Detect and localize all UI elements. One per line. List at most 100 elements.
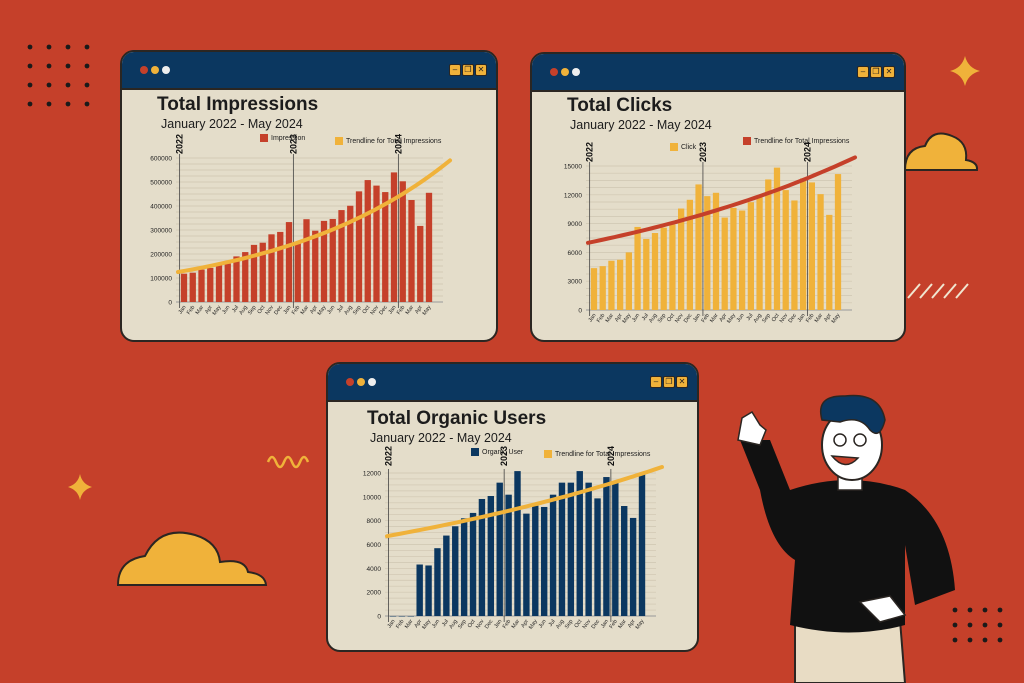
x-tick-label: Aug (648, 313, 659, 324)
bar-may (834, 174, 842, 310)
bar-apr (721, 217, 728, 310)
bar-may (215, 265, 223, 302)
x-tick-label: Apr (614, 313, 624, 324)
x-tick-label: Dec (273, 305, 284, 317)
maximize-dot-icon[interactable] (368, 378, 376, 386)
bar-feb (599, 266, 606, 310)
dot (46, 82, 52, 88)
dot (967, 607, 973, 613)
x-tick-label: May (831, 313, 842, 325)
impressions-chart: 0 100000 200000 300000 400000 500000 600000 Jan… (150, 134, 452, 317)
legend-swatch (544, 450, 552, 458)
legend-swatch (743, 137, 751, 145)
x-tick-label: Oct (771, 312, 781, 323)
person-illustration (737, 394, 955, 683)
bar-jan (695, 184, 702, 310)
legend-trendline: Trendline for Total Impressions (544, 450, 650, 458)
bar-jan (390, 172, 398, 302)
year-label: 2022 (384, 446, 394, 466)
cloud-icon (116, 531, 268, 586)
x-tick-label: Sep (457, 619, 468, 630)
year-label: 2023 (499, 446, 509, 466)
trendline (176, 158, 452, 274)
x-tick-label: Jun (221, 305, 231, 316)
minimize-button[interactable]: – (650, 376, 662, 388)
minimize-dot-icon[interactable] (151, 66, 159, 74)
x-tick-label: Sep (564, 619, 575, 630)
bar-feb (294, 242, 301, 302)
bar-mar (621, 506, 628, 616)
minimize-dot-icon[interactable] (357, 378, 365, 386)
bar-nov (373, 185, 380, 302)
x-tick-label: Jan (388, 305, 398, 316)
maximize-dot-icon[interactable] (572, 68, 580, 76)
window-titlebar: – ❐ ✕ (328, 364, 697, 402)
legend-label: Click (681, 143, 697, 151)
x-tick-label: Sep (247, 305, 258, 316)
x-tick-label: Mar (617, 619, 627, 630)
dot (27, 63, 33, 69)
bar-jan (180, 273, 188, 302)
x-tick-label: Mar (405, 305, 415, 316)
close-dot-icon[interactable] (140, 66, 148, 74)
x-tick-label: Jan (493, 619, 503, 630)
bar-nov (782, 190, 789, 310)
bar-may (320, 220, 328, 302)
diagonal-lines-decoration (907, 283, 969, 299)
legend-label: Trendline for Total Impressions (346, 137, 442, 145)
bar-may (730, 207, 737, 310)
bar-may (638, 474, 646, 616)
minimize-button[interactable]: – (857, 66, 869, 78)
bar-feb (398, 616, 406, 617)
chart-title: Total Clicks (567, 95, 673, 116)
x-tick-label: Apr (309, 305, 319, 316)
clicks-window: – ❐ ✕ Total Clicks January 2022 - May 20… (530, 52, 906, 342)
maximize-dot-icon[interactable] (162, 66, 170, 74)
legend-label: Organic User (482, 448, 524, 456)
restore-button[interactable]: ❐ (870, 66, 882, 78)
minimize-button[interactable]: – (449, 64, 461, 76)
bar-mar (712, 192, 720, 310)
close-button[interactable]: ✕ (676, 376, 688, 388)
sparkle-star-icon (950, 56, 980, 86)
bar-sep (765, 179, 772, 310)
x-tick-label: Oct (574, 618, 584, 629)
bar-aug (558, 482, 566, 616)
x-tick-label: Apr (413, 619, 423, 630)
y-tick-label: 12000 (564, 192, 582, 199)
year-label: 2024 (803, 142, 813, 162)
close-button[interactable]: ✕ (883, 66, 895, 78)
minimize-dot-icon[interactable] (561, 68, 569, 76)
bar-apr (417, 225, 424, 302)
cloud-icon (903, 132, 979, 171)
bar-dec (277, 231, 284, 302)
bar-oct (469, 512, 477, 616)
y-tick-label: 0 (168, 300, 172, 307)
x-tick-label: Feb (186, 305, 196, 316)
y-tick-label: 600000 (150, 156, 172, 163)
bar-oct (576, 471, 583, 616)
chart-subtitle: January 2022 - May 2024 (370, 431, 512, 445)
close-button[interactable]: ✕ (475, 64, 487, 76)
x-tick-label: Nov (475, 619, 486, 631)
x-tick-label: Feb (805, 313, 815, 324)
dot (982, 637, 988, 643)
bar-jun (540, 506, 548, 616)
bar-may (425, 192, 433, 302)
bar-nov (478, 498, 486, 616)
x-tick-label: Apr (414, 305, 424, 316)
bar-nov (585, 482, 592, 616)
close-dot-icon[interactable] (550, 68, 558, 76)
restore-button[interactable]: ❐ (663, 376, 675, 388)
restore-button[interactable]: ❐ (462, 64, 474, 76)
x-tick-label: Mar (814, 313, 824, 324)
bar-sep (250, 244, 258, 302)
y-tick-label: 400000 (150, 204, 172, 211)
x-tick-label: Apr (204, 305, 214, 316)
bar-mar (817, 194, 824, 310)
x-tick-label: Mar (404, 619, 414, 630)
x-tick-label: Feb (291, 305, 301, 316)
bar-aug (452, 526, 459, 616)
close-dot-icon[interactable] (346, 378, 354, 386)
